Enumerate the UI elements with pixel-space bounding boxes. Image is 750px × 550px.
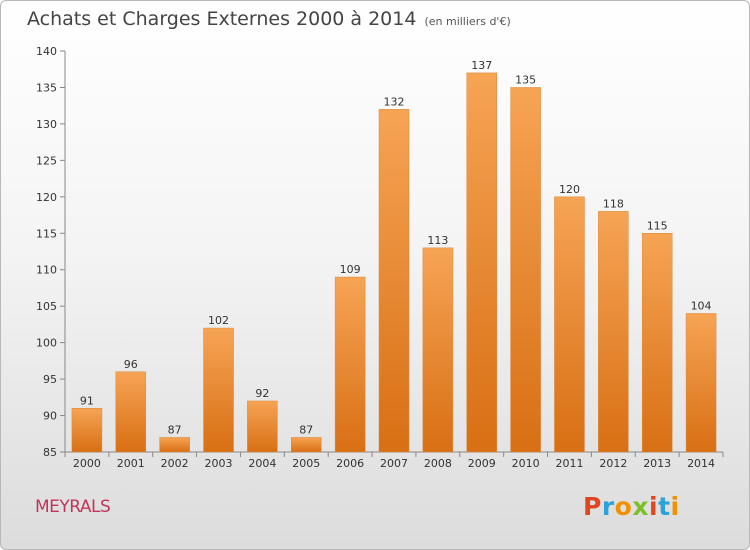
value-label-2013: 115 [647, 219, 668, 232]
x-tick-label-2008: 2008 [424, 457, 452, 470]
value-label-2008: 113 [427, 234, 448, 247]
value-label-2001: 96 [124, 358, 138, 371]
chart-unit: (en milliers d'€) [424, 15, 511, 28]
logo-letter: i [670, 492, 680, 521]
logo-letter: P [583, 492, 602, 521]
bar-2009 [466, 72, 497, 453]
x-tick-label-2009: 2009 [468, 457, 496, 470]
y-tick-label: 110 [36, 264, 57, 277]
y-tick-label: 85 [43, 446, 57, 459]
bar-2003 [203, 327, 234, 453]
value-label-2002: 87 [168, 423, 182, 436]
y-tick-label: 100 [36, 337, 57, 350]
value-label-2005: 87 [299, 423, 313, 436]
logo-letter: i [649, 492, 659, 521]
y-tick-label: 95 [43, 373, 57, 386]
value-label-2011: 120 [559, 183, 580, 196]
x-tick-label-2007: 2007 [380, 457, 408, 470]
y-tick-label: 120 [36, 191, 57, 204]
value-label-2009: 137 [471, 59, 492, 72]
x-tick-label-2014: 2014 [687, 457, 715, 470]
x-tick-label-2004: 2004 [248, 457, 276, 470]
bar-2007 [378, 109, 410, 453]
x-tick-label-2011: 2011 [555, 457, 583, 470]
x-tick-label-2013: 2013 [643, 457, 671, 470]
bar-2002 [159, 437, 190, 453]
bar-2012 [598, 211, 629, 453]
logo-letter: t [658, 492, 671, 521]
x-tick-label-2000: 2000 [73, 457, 101, 470]
value-label-2006: 109 [340, 263, 361, 276]
bar-2000 [71, 408, 103, 453]
logo-letter: r [601, 492, 615, 521]
chart-title-text: Achats et Charges Externes 2000 à 2014 [27, 8, 417, 30]
value-label-2004: 92 [255, 387, 269, 400]
y-tick-label: 135 [36, 81, 57, 94]
x-tick-label-2003: 2003 [205, 457, 233, 470]
logo-letter: x [632, 492, 649, 521]
value-label-2007: 132 [384, 95, 405, 108]
bar-2010 [510, 87, 541, 453]
y-tick-label: 105 [36, 300, 57, 313]
commune-name: MEYRALS [35, 497, 111, 517]
value-label-2012: 118 [603, 197, 624, 210]
bar-2011 [554, 196, 585, 453]
value-label-2010: 135 [515, 73, 536, 86]
bar-2013 [641, 233, 673, 453]
x-tick-label-2005: 2005 [292, 457, 320, 470]
x-tick-label-2006: 2006 [336, 457, 364, 470]
x-tick-label-2001: 2001 [117, 457, 145, 470]
y-tick-label: 125 [36, 154, 57, 167]
y-tick-label: 115 [36, 227, 57, 240]
logo-letter: o [614, 492, 633, 521]
bar-2014 [685, 313, 717, 453]
bar-2005 [291, 437, 322, 453]
y-tick-label: 140 [36, 45, 57, 58]
bar-2001 [115, 371, 147, 453]
x-tick-label-2002: 2002 [161, 457, 189, 470]
chart-title: Achats et Charges Externes 2000 à 2014 (e… [27, 8, 511, 30]
y-tick-label: 130 [36, 118, 57, 131]
bar-2008 [422, 247, 454, 453]
proxiti-logo: Proxiti [583, 492, 680, 521]
value-label-2003: 102 [208, 314, 229, 327]
x-tick-label-2010: 2010 [512, 457, 540, 470]
bar-2004 [247, 400, 278, 453]
y-tick-label: 90 [43, 410, 57, 423]
value-label-2014: 104 [691, 299, 712, 312]
bar-2006 [334, 276, 366, 453]
x-tick-label-2012: 2012 [599, 457, 627, 470]
value-label-2000: 91 [80, 394, 94, 407]
